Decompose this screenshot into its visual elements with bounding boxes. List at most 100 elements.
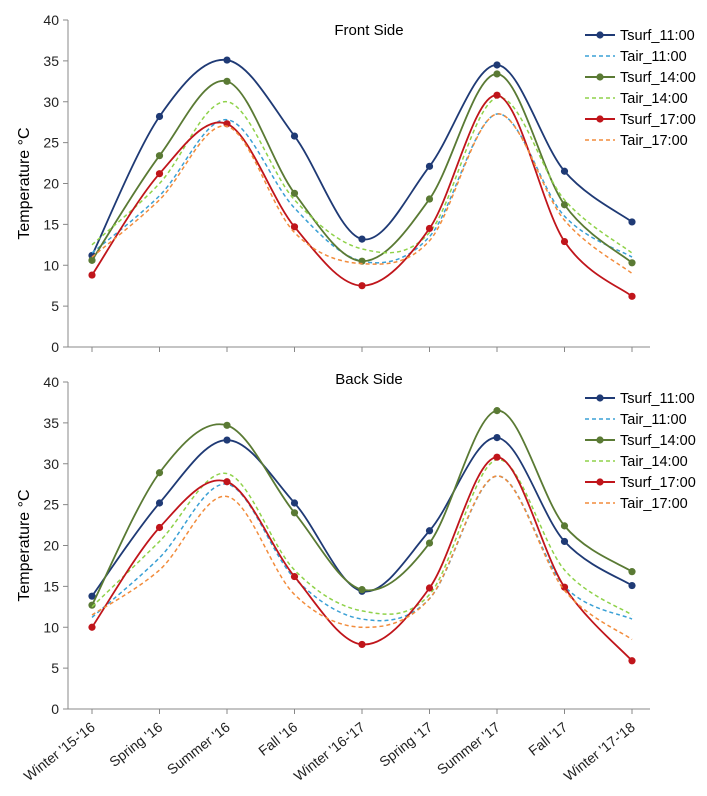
series-line-tsurf-14-00 (91, 73, 633, 264)
y-tick-label: 40 (43, 12, 59, 28)
y-tick-label: 40 (43, 374, 59, 390)
data-point-tsurf-17-00 (358, 640, 366, 649)
legend-label-tair-14-00: Tair_14:00 (620, 91, 688, 107)
chart-title: Back Side (335, 371, 403, 388)
series-line-tair-14-00 (91, 96, 633, 254)
y-tick-label: 30 (43, 456, 59, 472)
series-line-tsurf-11-00 (91, 436, 633, 597)
x-tick-label: Winter '16-'17 (291, 719, 368, 784)
data-point-tsurf-14-00 (628, 259, 636, 267)
data-point-tsurf-14-00 (223, 77, 231, 85)
data-point-tsurf-14-00 (290, 509, 299, 517)
legend-label-tsurf-14-00: Tsurf_14:00 (620, 70, 696, 86)
data-point-tsurf-14-00 (425, 195, 434, 203)
data-point-tsurf-17-00 (425, 224, 434, 233)
data-point-tsurf-11-00 (358, 235, 366, 243)
y-axis-label: Temperature °C (16, 489, 33, 601)
chart-title: Front Side (334, 22, 403, 39)
legend-label-tair-14-00: Tair_14:00 (620, 454, 688, 470)
x-tick-label: Summer '17 (434, 719, 503, 778)
series-line-tsurf-14-00 (91, 409, 633, 606)
data-point-tsurf-17-00 (290, 572, 299, 581)
data-point-tsurf-17-00 (425, 584, 434, 592)
y-tick-label: 5 (51, 298, 59, 314)
data-point-tsurf-14-00 (628, 568, 636, 576)
legend-label-tsurf-11-00: Tsurf_11:00 (620, 28, 695, 44)
data-point-tsurf-14-00 (358, 586, 366, 594)
y-tick-label: 10 (43, 257, 59, 273)
x-tick-label: Fall '16 (255, 719, 300, 759)
y-axis-label: Temperature °C (16, 127, 33, 239)
data-point-tsurf-14-00 (88, 256, 96, 264)
y-tick-label: 20 (43, 538, 59, 554)
data-point-tsurf-11-00 (223, 436, 231, 444)
data-point-tsurf-14-00 (560, 201, 569, 209)
legend-label-tair-17-00: Tair_17:00 (620, 133, 688, 149)
data-point-tsurf-14-00 (290, 189, 299, 197)
data-point-tsurf-17-00 (88, 623, 96, 631)
y-tick-label: 15 (43, 578, 59, 594)
data-point-tsurf-14-00 (223, 421, 231, 429)
legend-marker-tsurf-14-00 (596, 436, 604, 444)
data-point-tsurf-17-00 (560, 583, 569, 591)
y-tick-label: 25 (43, 135, 59, 151)
data-point-tsurf-17-00 (155, 523, 164, 532)
y-tick-label: 15 (43, 216, 59, 232)
back-side-panel: 0 5 10 15 20 25 30 35 40 Winter '15-'16 Spring '16… (16, 371, 696, 784)
legend-marker-tsurf-11-00 (596, 394, 604, 402)
legend-marker-tsurf-17-00 (596, 115, 604, 123)
data-point-tsurf-17-00 (628, 292, 636, 300)
legend-label-tsurf-17-00: Tsurf_17:00 (620, 112, 696, 128)
legend-label-tsurf-14-00: Tsurf_14:00 (620, 433, 696, 449)
y-tick-label: 25 (43, 497, 59, 513)
data-point-tsurf-17-00 (358, 282, 366, 290)
y-tick-label: 0 (51, 701, 59, 717)
data-point-tsurf-14-00 (155, 152, 164, 160)
y-tick-label: 35 (43, 415, 59, 431)
legend-label-tsurf-17-00: Tsurf_17:00 (620, 475, 696, 491)
x-tick-label: Fall '17 (525, 719, 570, 759)
series-line-tair-17-00 (91, 113, 633, 275)
data-point-tsurf-11-00 (88, 592, 96, 600)
data-point-tsurf-14-00 (425, 539, 434, 547)
data-point-tsurf-11-00 (628, 218, 636, 226)
data-point-tsurf-14-00 (88, 601, 96, 609)
data-point-tsurf-11-00 (155, 112, 164, 121)
legend-label-tair-17-00: Tair_17:00 (620, 496, 688, 512)
legend-marker-tsurf-14-00 (596, 73, 604, 81)
legend-label-tair-11-00: Tair_11:00 (620, 412, 687, 428)
data-point-tsurf-17-00 (290, 223, 299, 231)
y-tick-label: 0 (51, 339, 59, 355)
data-point-tsurf-11-00 (223, 56, 231, 64)
series-line-tsurf-17-00 (91, 94, 633, 298)
data-point-tsurf-14-00 (560, 522, 569, 530)
data-point-tsurf-11-00 (425, 527, 434, 535)
legend: Tsurf_11:00 Tair_11:00 Tsurf_14:00 Tair_14:… (585, 391, 696, 512)
x-tick-label: Winter '17-'18 (561, 719, 638, 784)
series-line-tair-11-00 (91, 475, 633, 622)
data-point-tsurf-11-00 (560, 537, 569, 546)
y-tick-label: 5 (51, 660, 59, 676)
data-point-tsurf-17-00 (493, 91, 501, 99)
y-tick-label: 35 (43, 53, 59, 69)
series-line-tair-17-00 (91, 475, 633, 641)
legend: Tsurf_11:00 Tair_11:00 Tsurf_14:00 Tair_14:… (585, 28, 696, 149)
legend-label-tsurf-11-00: Tsurf_11:00 (620, 391, 695, 407)
y-tick-label: 30 (43, 94, 59, 110)
x-tick-label: Winter '15-'16 (21, 719, 98, 784)
data-point-tsurf-11-00 (493, 61, 501, 69)
legend-label-tair-11-00: Tair_11:00 (620, 49, 687, 65)
front-side-panel: 0 5 10 15 20 25 30 35 40 Temperature °C Front Side… (16, 12, 696, 355)
y-tick-label: 10 (43, 619, 59, 635)
data-point-tsurf-11-00 (425, 162, 434, 170)
data-point-tsurf-14-00 (155, 469, 164, 477)
data-point-tsurf-11-00 (493, 433, 501, 442)
legend-marker-tsurf-11-00 (596, 31, 604, 39)
x-tick-label: Spring '16 (106, 719, 165, 770)
data-point-tsurf-11-00 (628, 581, 636, 590)
legend-marker-tsurf-17-00 (596, 478, 604, 486)
data-point-tsurf-17-00 (493, 453, 501, 461)
x-tick-label: Summer '16 (164, 719, 233, 778)
data-point-tsurf-17-00 (560, 237, 569, 246)
